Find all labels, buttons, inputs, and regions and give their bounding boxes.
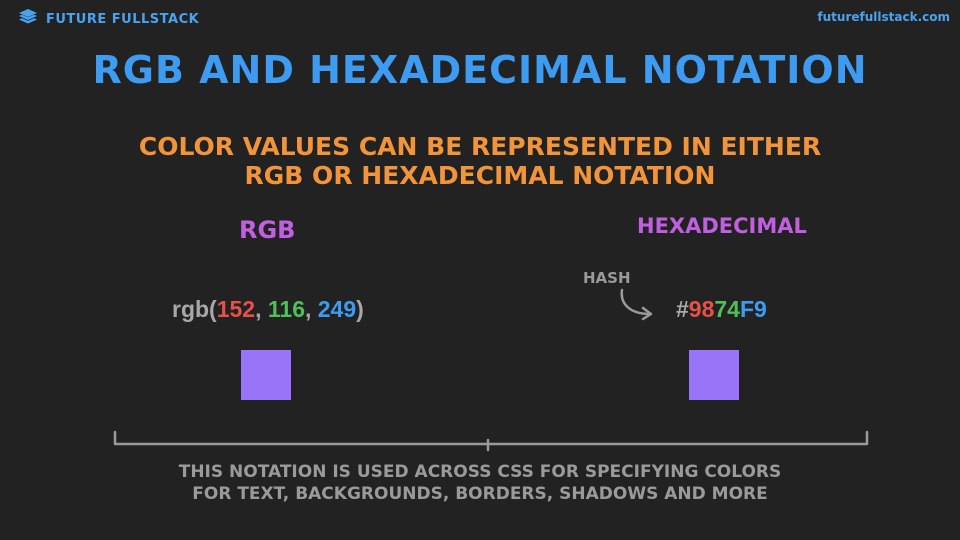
rgb-separator: , [255,296,268,322]
rgb-prefix: rgb( [172,296,217,322]
brand: FUTURE FULLSTACK [18,7,199,32]
rgb-blue-value: 249 [317,296,357,322]
footer-note: THIS NOTATION IS USED ACROSS CSS FOR SPE… [0,461,960,505]
rgb-separator: , [304,296,318,322]
hexadecimal-label: HEXADECIMAL [637,214,807,238]
subtitle-line-1: COLOR VALUES CAN BE REPRESENTED IN EITHE… [138,132,822,161]
rgb-red-value: 152 [216,296,256,322]
hex-green-value: 74 [714,296,740,322]
rgb-green-value: 116 [267,296,305,322]
hash-label: HASH [583,269,631,287]
hex-hash: # [676,296,689,322]
hex-value: #9874F9 [676,296,767,323]
footer-line-1: THIS NOTATION IS USED ACROSS CSS FOR SPE… [178,462,782,482]
rgb-suffix: ) [356,296,364,322]
footer-line-2: FOR TEXT, BACKGROUNDS, BORDERS, SHADOWS … [192,484,768,504]
brace-divider [113,430,869,452]
stacked-layers-icon [18,7,38,32]
slide-title: RGB AND HEXADECIMAL NOTATION [92,48,868,92]
rgb-label: RGB [239,216,296,244]
hex-red-value: 98 [688,296,715,322]
hex-color-swatch [689,350,739,400]
site-link[interactable]: futurefullstack.com [817,10,950,24]
subtitle-line-2: RGB OR HEXADECIMAL NOTATION [244,161,716,190]
rgb-value: rgb(152, 116, 249) [172,296,364,323]
brand-name: FUTURE FULLSTACK [46,12,200,27]
hex-blue-value: F9 [739,296,767,322]
slide-subtitle: COLOR VALUES CAN BE REPRESENTED IN EITHE… [0,132,960,190]
rgb-color-swatch [241,350,291,400]
curved-arrow-icon [620,288,653,321]
